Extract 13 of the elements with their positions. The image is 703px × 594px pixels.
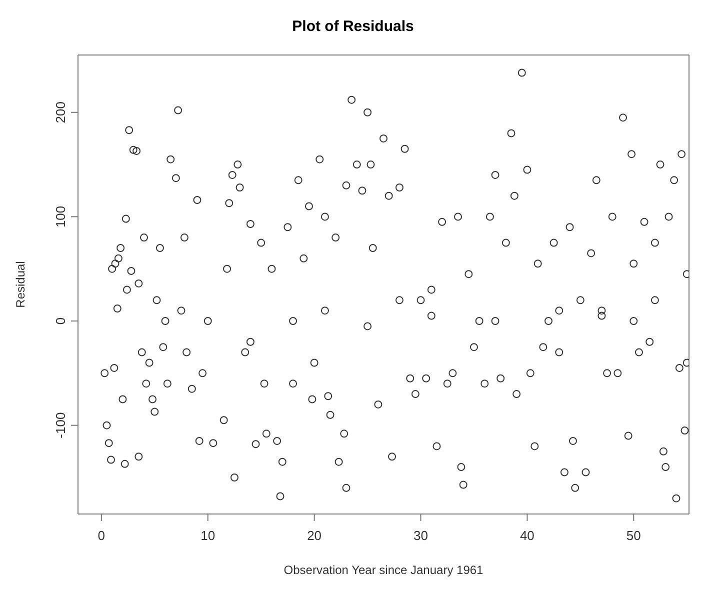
x-tick-label: 10 (200, 528, 216, 544)
x-axis-title: Observation Year since January 1961 (284, 563, 484, 577)
x-tick-label: 30 (414, 528, 428, 544)
y-tick-label: 200 (53, 102, 68, 124)
y-tick-label: 0 (53, 317, 68, 325)
chart-title: Plot of Residuals (291, 17, 415, 37)
x-tick-label: 20 (307, 528, 322, 544)
y-axis-title: Residual (13, 261, 28, 308)
x-tick-label: 50 (626, 528, 641, 544)
y-tick-label: -100 (53, 412, 68, 438)
x-tick-label: 0 (98, 528, 106, 544)
x-tick-label: 40 (520, 528, 534, 544)
y-tick-label: 100 (53, 206, 68, 228)
